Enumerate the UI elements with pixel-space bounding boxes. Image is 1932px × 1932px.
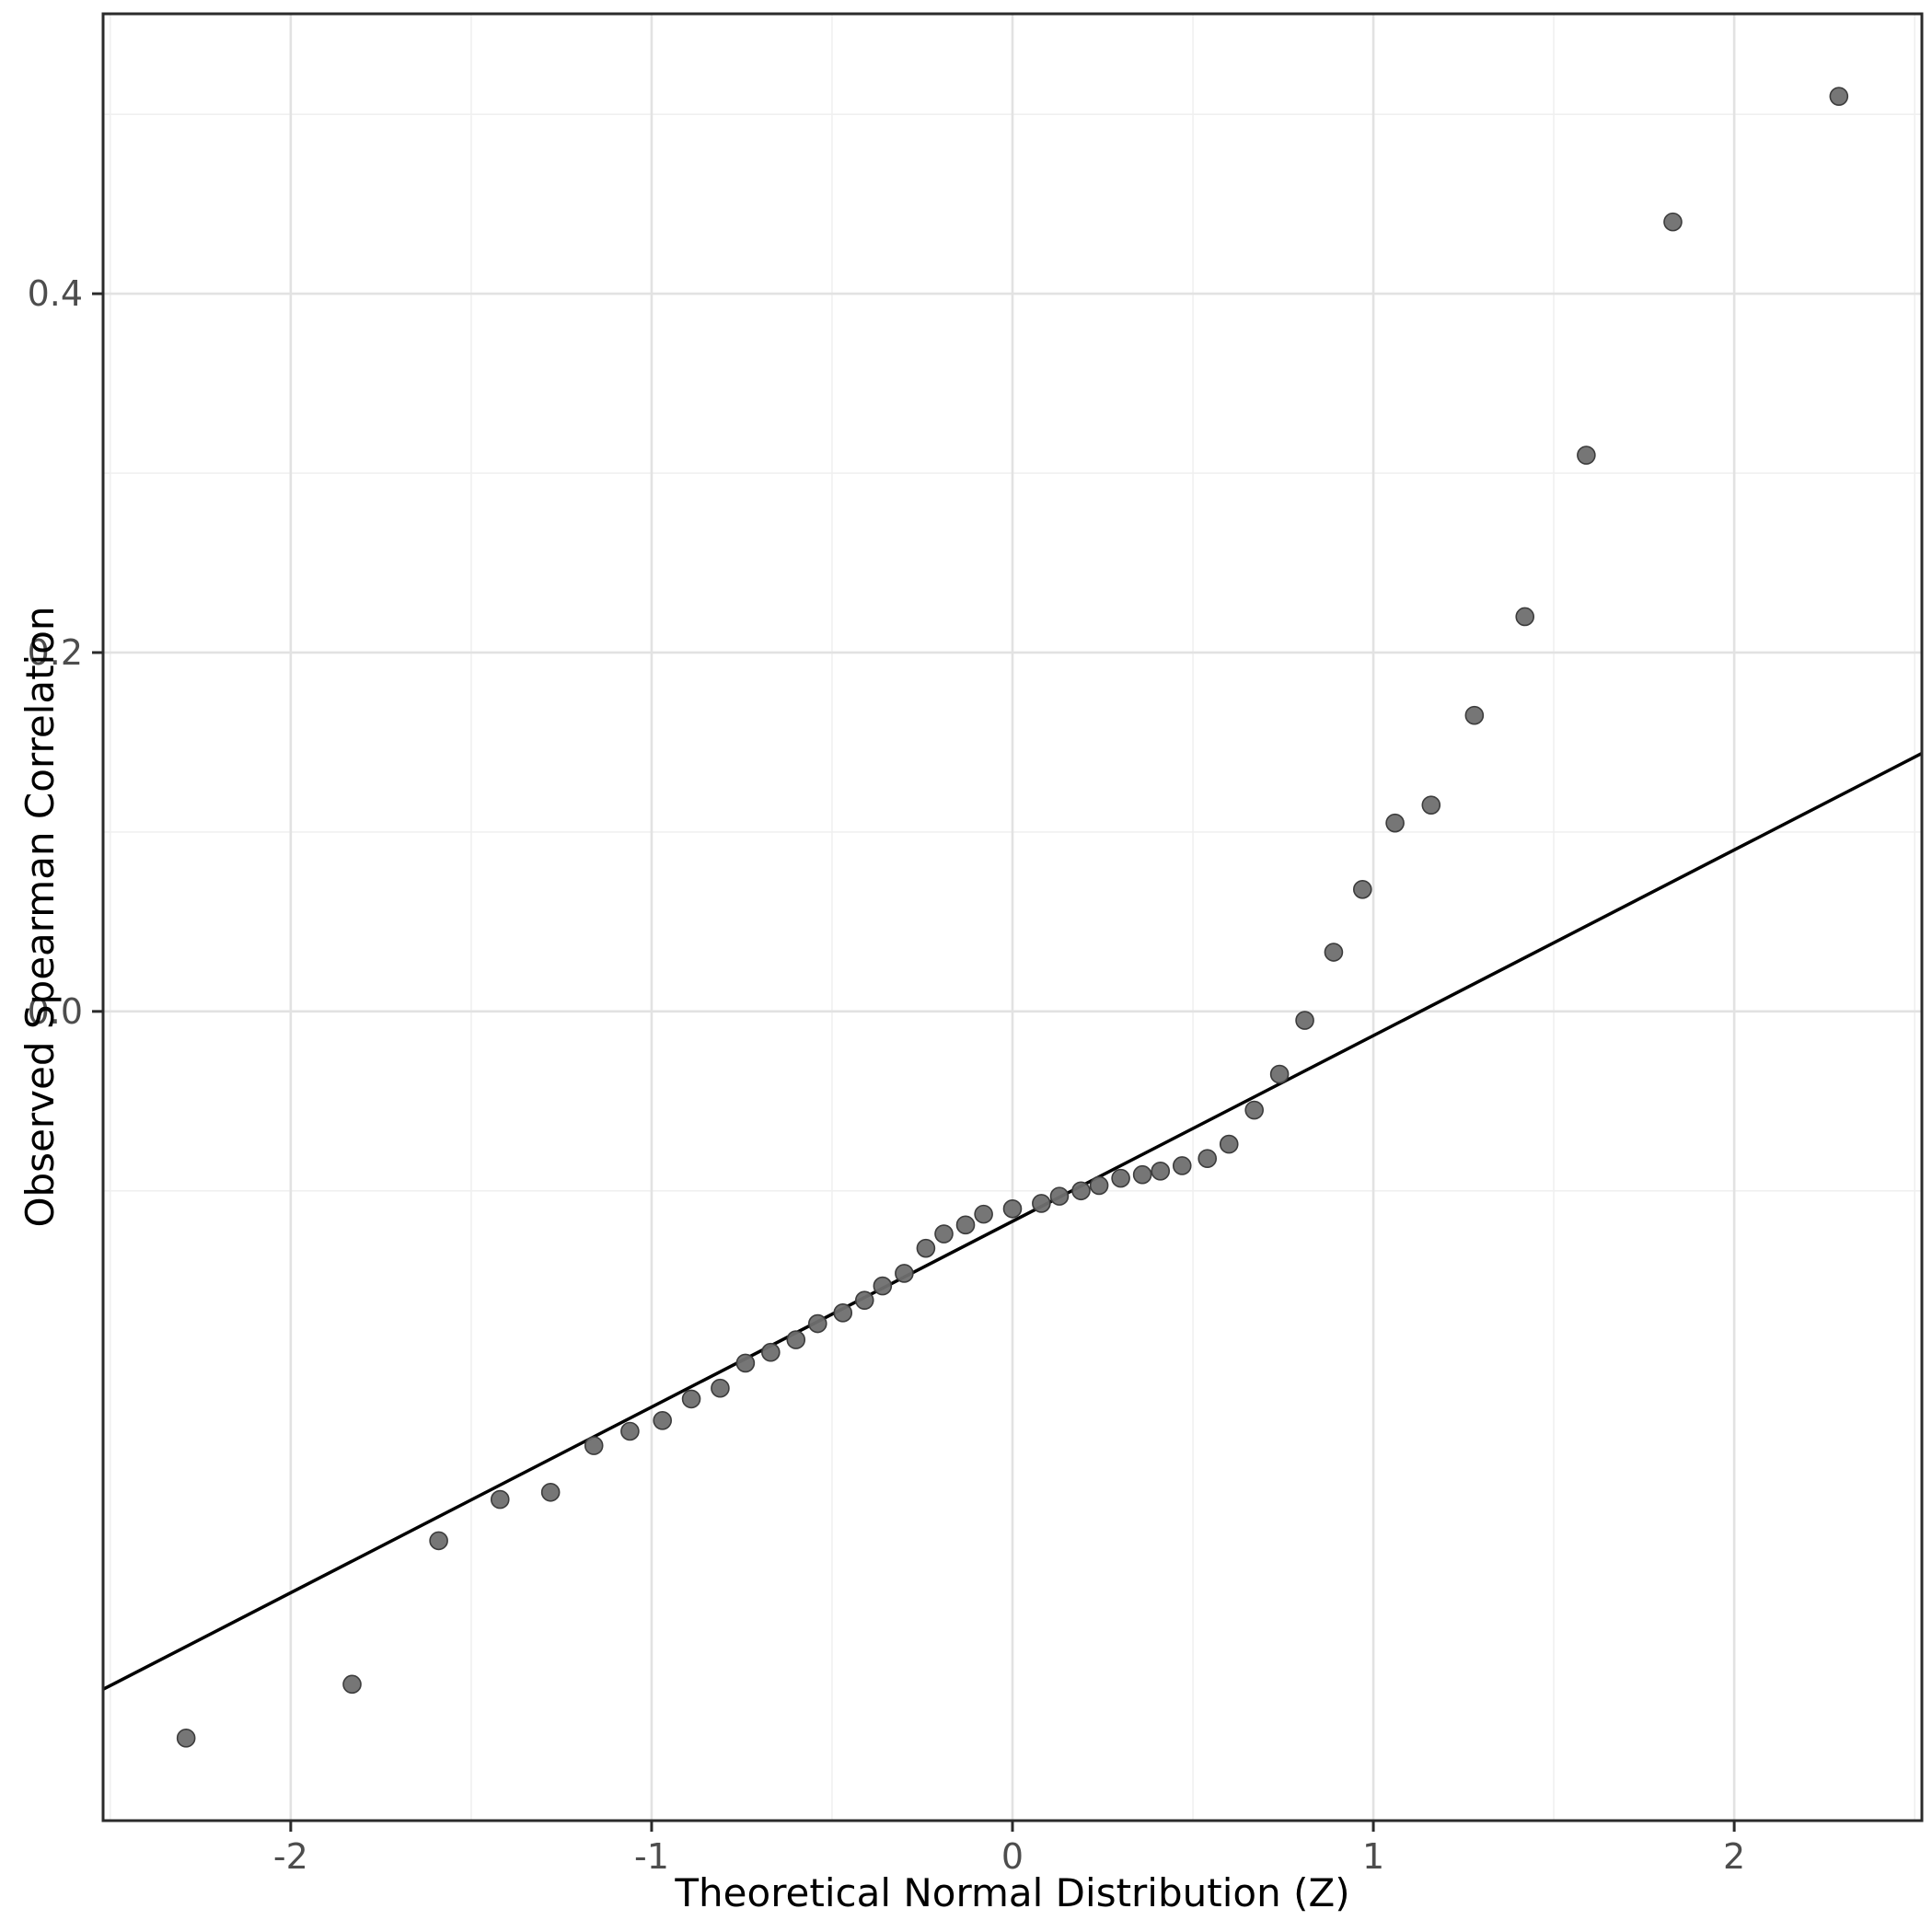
data-point [1151, 1162, 1171, 1181]
axes: -2 -1 0 1 2 0.0 0.2 0.4 [28, 273, 1746, 1877]
data-point [490, 1489, 510, 1510]
y-tick-label: 0.4 [28, 273, 83, 314]
y-tick-label: 0.2 [28, 632, 83, 673]
x-tick-label: 1 [1362, 1836, 1384, 1877]
data-point [1071, 1181, 1091, 1201]
data-point [681, 1389, 701, 1409]
data-point [620, 1421, 640, 1441]
data-point [916, 1238, 936, 1258]
data-point [974, 1204, 993, 1224]
y-tick-label: 0.0 [28, 991, 83, 1032]
data-point [1663, 212, 1683, 232]
data-point [429, 1531, 448, 1551]
qq-reference-line [102, 751, 1923, 1691]
data-point [1515, 607, 1535, 627]
data-point [1324, 943, 1344, 962]
scatter-points [176, 87, 1849, 1748]
data-point [1295, 1011, 1314, 1030]
data-point [854, 1290, 874, 1310]
x-tick-label: -2 [273, 1836, 308, 1877]
data-point [653, 1410, 672, 1430]
x-tick-label: 2 [1723, 1836, 1745, 1877]
data-point [1577, 445, 1596, 465]
data-point [934, 1224, 954, 1244]
data-point [1111, 1168, 1130, 1188]
data-point [540, 1482, 561, 1502]
grid-major [103, 14, 1922, 1821]
data-point [711, 1378, 730, 1398]
data-point [1421, 795, 1441, 815]
data-point [955, 1215, 976, 1235]
data-point [1353, 879, 1372, 899]
data-point [1197, 1149, 1218, 1168]
data-point [895, 1264, 914, 1283]
data-point [1132, 1164, 1152, 1185]
data-point [1385, 813, 1405, 833]
data-point [833, 1303, 853, 1323]
data-point [1172, 1156, 1192, 1175]
x-tick-label: -1 [634, 1836, 669, 1877]
y-axis-title: Observed Spearman Correlation [17, 606, 63, 1228]
x-tick-label: 0 [1001, 1836, 1024, 1877]
data-point [1269, 1064, 1290, 1084]
data-point [342, 1674, 362, 1695]
data-point [584, 1436, 604, 1455]
data-point [873, 1276, 893, 1296]
data-point [1002, 1198, 1023, 1219]
data-point [176, 1729, 196, 1748]
data-point [786, 1330, 806, 1349]
data-point [1464, 705, 1485, 725]
data-point [735, 1353, 756, 1373]
data-point [1219, 1134, 1239, 1154]
data-point [761, 1342, 781, 1362]
x-axis-title: Theoretical Normal Distribution (Z) [675, 1870, 1350, 1915]
data-point [1089, 1175, 1109, 1196]
data-point [1049, 1186, 1070, 1206]
data-point [807, 1313, 827, 1334]
data-point [1032, 1194, 1051, 1213]
data-point [1244, 1100, 1264, 1120]
data-point [1829, 87, 1849, 106]
